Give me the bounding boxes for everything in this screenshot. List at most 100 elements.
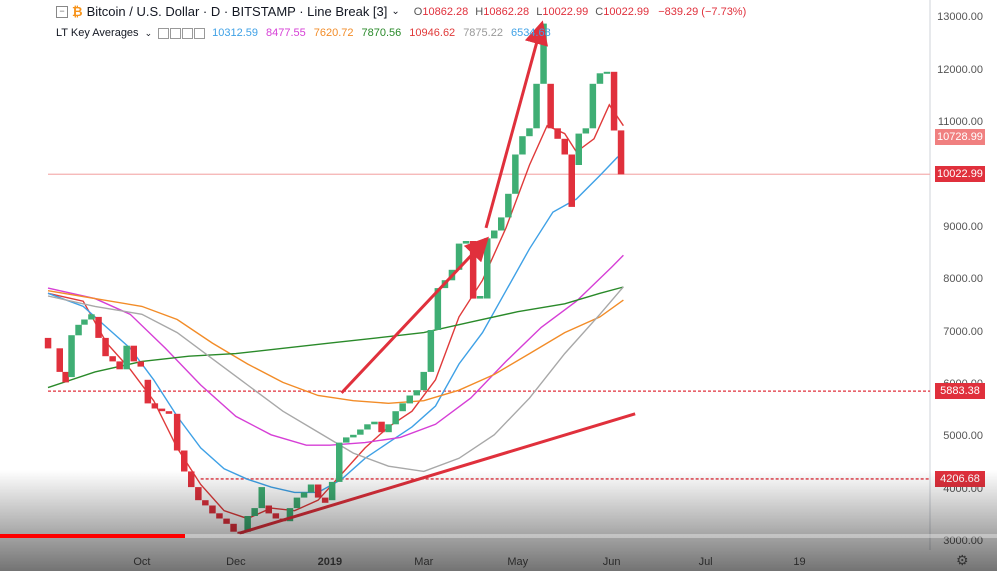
- time-tick: 19: [793, 556, 806, 568]
- line-break-brick: [617, 130, 625, 175]
- line-break-brick: [575, 133, 582, 165]
- line-break-brick: [420, 371, 427, 391]
- line-break-brick: [137, 361, 144, 367]
- line-break-brick: [505, 193, 512, 218]
- indicator-value: 7870.56: [361, 27, 402, 39]
- ohlc-readout: O10862.28 H10862.28 L10022.99 C10022.99 …: [413, 5, 747, 18]
- line-break-brick: [173, 413, 181, 451]
- line-break-brick: [223, 518, 230, 524]
- moving-average-line: [47, 103, 624, 520]
- price-tick: 8000.00: [943, 273, 983, 286]
- line-break-brick: [336, 442, 343, 482]
- close-icon[interactable]: [182, 27, 194, 39]
- line-break-brick: [165, 411, 173, 414]
- chevron-down-icon[interactable]: ⌄: [144, 27, 153, 38]
- price-tick: 5000.00: [943, 430, 983, 443]
- line-break-brick: [44, 337, 52, 349]
- time-tick: Mar: [414, 556, 434, 568]
- indicator-name[interactable]: LT Key Averages: [56, 27, 139, 39]
- line-break-brick: [512, 154, 519, 194]
- line-break-brick: [251, 508, 258, 516]
- line-break-brick: [293, 497, 301, 509]
- collapse-icon[interactable]: −: [56, 5, 68, 18]
- line-break-brick: [109, 356, 116, 362]
- more-icon[interactable]: [194, 27, 206, 39]
- line-break-brick: [476, 296, 484, 299]
- line-break-brick: [462, 241, 470, 244]
- line-break-brick: [314, 484, 322, 498]
- line-break-brick: [589, 83, 597, 129]
- price-label-box: 4206.68: [935, 470, 985, 487]
- line-break-brick: [392, 411, 399, 425]
- price-tick: 12000.00: [937, 63, 983, 76]
- line-break-brick: [202, 500, 209, 506]
- indicator-value: 8477.55: [266, 27, 306, 39]
- price-tick: 7000.00: [943, 325, 983, 338]
- line-break-brick: [95, 316, 102, 338]
- line-break-brick: [406, 395, 413, 404]
- line-break-brick: [371, 421, 378, 425]
- chart-header: − ₿ Bitcoin / U.S. Dollar · D · BITSTAMP…: [56, 4, 746, 19]
- time-tick: Dec: [226, 556, 246, 568]
- trend-line: [340, 236, 489, 394]
- line-break-brick: [144, 379, 152, 404]
- line-break-brick: [195, 487, 202, 501]
- trend-line: [484, 20, 549, 229]
- line-break-brick: [116, 361, 123, 370]
- video-progress-fill[interactable]: [0, 534, 186, 538]
- indicator-value: 10312.59: [212, 27, 258, 39]
- video-progress-track[interactable]: [0, 534, 997, 538]
- line-break-brick: [434, 288, 442, 330]
- line-break-brick: [258, 487, 265, 509]
- time-tick: Jul: [698, 556, 713, 568]
- line-break-brick: [547, 83, 554, 129]
- line-break-brick: [230, 523, 237, 532]
- price-tick: 11000.00: [937, 116, 983, 129]
- line-break-brick: [498, 217, 505, 231]
- indicator-value: 7620.72: [313, 27, 354, 39]
- line-break-brick: [265, 505, 272, 514]
- line-break-brick: [427, 330, 435, 372]
- line-break-brick: [209, 505, 216, 514]
- line-break-brick: [610, 71, 618, 131]
- indicator-value: 6534.68: [510, 27, 551, 39]
- eye-icon[interactable]: [158, 27, 170, 39]
- symbol-title[interactable]: Bitcoin / U.S. Dollar · D · BITSTAMP · L…: [86, 4, 388, 19]
- line-break-brick: [596, 73, 604, 84]
- indicator-buttons[interactable]: [158, 27, 206, 39]
- line-break-brick: [272, 513, 280, 519]
- moving-average-line: [47, 286, 624, 389]
- line-break-brick: [328, 481, 336, 501]
- price-label-box: 10728.99: [935, 129, 985, 146]
- time-tick: Jun: [602, 556, 621, 568]
- time-tick: 2019: [317, 556, 343, 568]
- price-label-box: 10022.99: [935, 166, 985, 183]
- line-break-brick: [307, 484, 315, 493]
- moving-average-line: [47, 156, 624, 494]
- line-break-brick: [455, 243, 463, 270]
- line-break-brick: [300, 492, 308, 498]
- indicator-legend: LT Key Averages ⌄ 10312.59 8477.55 7620.72…: [56, 27, 559, 39]
- line-break-brick: [554, 128, 561, 139]
- line-break-brick: [413, 390, 420, 396]
- trend-line: [238, 412, 636, 535]
- line-break-brick: [357, 429, 364, 435]
- time-tick: May: [507, 556, 529, 568]
- chevron-down-icon[interactable]: ⌄: [391, 6, 400, 17]
- line-break-brick: [540, 23, 547, 84]
- line-break-brick: [582, 128, 590, 134]
- gear-icon[interactable]: ⚙: [956, 552, 969, 568]
- line-break-brick: [88, 314, 95, 320]
- moving-average-line: [47, 254, 624, 446]
- line-break-brick: [151, 403, 159, 409]
- line-break-brick: [399, 403, 406, 412]
- line-break-brick: [568, 154, 575, 207]
- line-break-brick: [519, 136, 526, 155]
- line-break-brick: [603, 71, 611, 74]
- line-break-brick: [561, 138, 568, 155]
- settings-icon[interactable]: [170, 27, 182, 39]
- line-break-brick: [350, 434, 357, 438]
- line-break-brick: [321, 497, 329, 503]
